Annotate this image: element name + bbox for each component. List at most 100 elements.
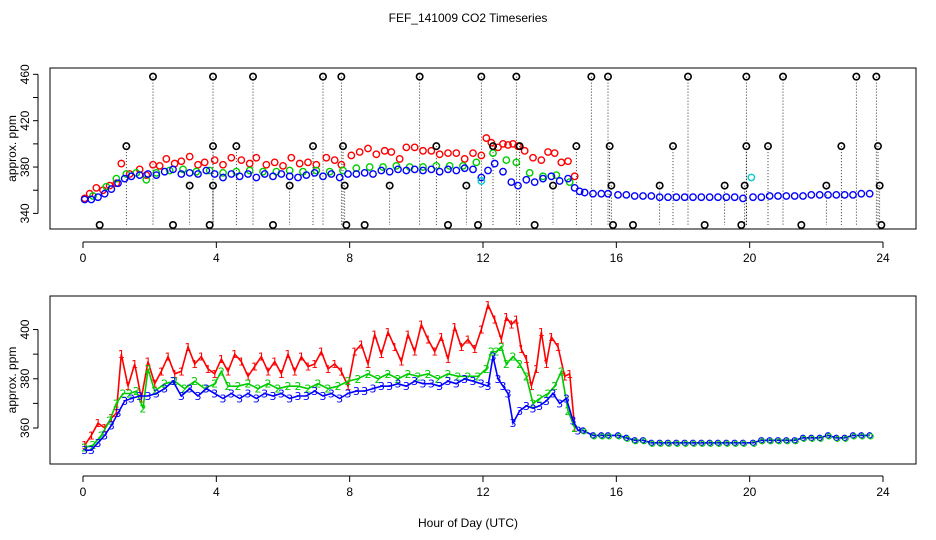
series-2-marker: 2 bbox=[98, 429, 105, 442]
reference-point bbox=[822, 181, 831, 190]
series-3-point bbox=[385, 167, 394, 176]
reference-point bbox=[700, 221, 709, 230]
series-1-point bbox=[200, 158, 209, 167]
series-3-marker: 3 bbox=[395, 378, 402, 391]
series-3-marker: 3 bbox=[386, 380, 393, 393]
series-1-marker: 1 bbox=[555, 341, 562, 354]
series-3-marker: 3 bbox=[278, 388, 285, 401]
series-3-point bbox=[169, 165, 177, 174]
series-1-marker: 1 bbox=[405, 328, 412, 341]
reference-point bbox=[877, 221, 886, 230]
reference-point bbox=[515, 142, 524, 151]
series-1-marker: 1 bbox=[345, 380, 352, 393]
series-3-point bbox=[547, 172, 556, 181]
series-3-point bbox=[766, 437, 773, 444]
series-3-point bbox=[477, 173, 486, 182]
series-3-point bbox=[689, 193, 697, 202]
series-3-point bbox=[310, 168, 319, 177]
series-1-point bbox=[347, 151, 356, 160]
series-2-marker: 2 bbox=[255, 383, 262, 396]
series-2-marker: 2 bbox=[425, 368, 432, 381]
series-1-marker: 1 bbox=[138, 392, 145, 405]
y-tick-label: 460 bbox=[18, 64, 32, 84]
series-2-point bbox=[599, 433, 606, 440]
series-1-marker: 1 bbox=[251, 360, 258, 373]
series-1-point bbox=[419, 146, 427, 155]
series-3-marker: 3 bbox=[543, 395, 550, 408]
series-3-point bbox=[402, 166, 411, 175]
series-3-point bbox=[435, 167, 444, 176]
series-3-point bbox=[758, 437, 765, 444]
series-1-marker: 1 bbox=[231, 348, 238, 361]
series-3-marker: 3 bbox=[320, 390, 327, 403]
y-tick-label: 380 bbox=[18, 157, 32, 177]
series-2-point bbox=[365, 163, 374, 171]
series-3-marker: 3 bbox=[220, 392, 227, 405]
series-1-marker: 1 bbox=[566, 368, 573, 381]
series-2-point bbox=[525, 168, 534, 177]
top-panel: 340 380 420 460 approx. ppm 0 4 8 12 16 20 24 bbox=[5, 64, 917, 265]
reference-point bbox=[340, 181, 349, 190]
series-3-point bbox=[782, 192, 791, 200]
series-3-point bbox=[664, 439, 672, 446]
series-1-point bbox=[117, 159, 126, 168]
series-2-marker: 2 bbox=[335, 380, 342, 393]
series-1-marker: 1 bbox=[425, 333, 432, 346]
series-3-point bbox=[656, 439, 663, 446]
x-tick-label: 20 bbox=[743, 485, 757, 499]
series-3-point bbox=[597, 189, 606, 198]
reference-point bbox=[763, 142, 772, 151]
series-3-point bbox=[514, 181, 522, 190]
series-3-marker: 3 bbox=[505, 388, 512, 401]
series-2-marker: 2 bbox=[245, 378, 252, 391]
series-2-point bbox=[152, 168, 161, 177]
y-tick-label: 340 bbox=[18, 203, 32, 223]
series-2-point bbox=[775, 438, 783, 445]
series-3-point bbox=[107, 185, 116, 193]
series-3-point bbox=[202, 166, 211, 175]
series-3-point bbox=[555, 177, 564, 185]
series-3-point bbox=[100, 189, 109, 198]
series-2-marker: 2 bbox=[395, 373, 402, 386]
series-3-point bbox=[783, 437, 790, 444]
series-3-point bbox=[622, 190, 631, 199]
reference-point bbox=[530, 221, 539, 230]
series-2-marker: 2 bbox=[151, 385, 158, 398]
series-3-point bbox=[832, 190, 841, 199]
series-1-marker: 1 bbox=[238, 356, 245, 369]
series-1-point bbox=[557, 158, 566, 167]
series-3-marker: 3 bbox=[128, 392, 135, 405]
series-2-point bbox=[512, 158, 521, 167]
series-2-point bbox=[707, 440, 714, 447]
series-3-point bbox=[816, 434, 823, 442]
plot-frame bbox=[49, 295, 917, 465]
series-2-marker: 2 bbox=[191, 375, 198, 388]
series-3-marker: 3 bbox=[88, 444, 95, 457]
series-2-marker: 2 bbox=[181, 383, 188, 396]
series-3-point bbox=[808, 434, 815, 442]
series-3-point bbox=[219, 173, 227, 182]
series-1-marker: 1 bbox=[491, 314, 498, 327]
series-2-marker: 2 bbox=[113, 397, 120, 410]
series-3-marker: 3 bbox=[161, 383, 168, 396]
series-3-point bbox=[705, 193, 714, 202]
series-1-marker: 1 bbox=[291, 365, 298, 378]
series-3-point bbox=[714, 193, 722, 202]
series-1-marker: 1 bbox=[523, 353, 530, 366]
series-3-marker: 3 bbox=[453, 378, 460, 391]
series-2-point bbox=[615, 433, 623, 440]
series-1-marker: 1 bbox=[418, 319, 425, 332]
series-1-point bbox=[177, 157, 186, 166]
series-2-point bbox=[502, 156, 511, 164]
series-2-point bbox=[624, 435, 631, 442]
series-2-marker: 2 bbox=[140, 402, 147, 415]
reference-point bbox=[342, 221, 351, 230]
x-tick-label: 4 bbox=[213, 485, 220, 499]
series-1-point bbox=[162, 155, 171, 163]
series-3-point bbox=[631, 437, 638, 444]
series-2-marker: 2 bbox=[565, 405, 572, 418]
series-1-point bbox=[410, 143, 419, 152]
series-3-marker: 3 bbox=[295, 390, 302, 403]
series-1-marker: 1 bbox=[271, 356, 278, 369]
